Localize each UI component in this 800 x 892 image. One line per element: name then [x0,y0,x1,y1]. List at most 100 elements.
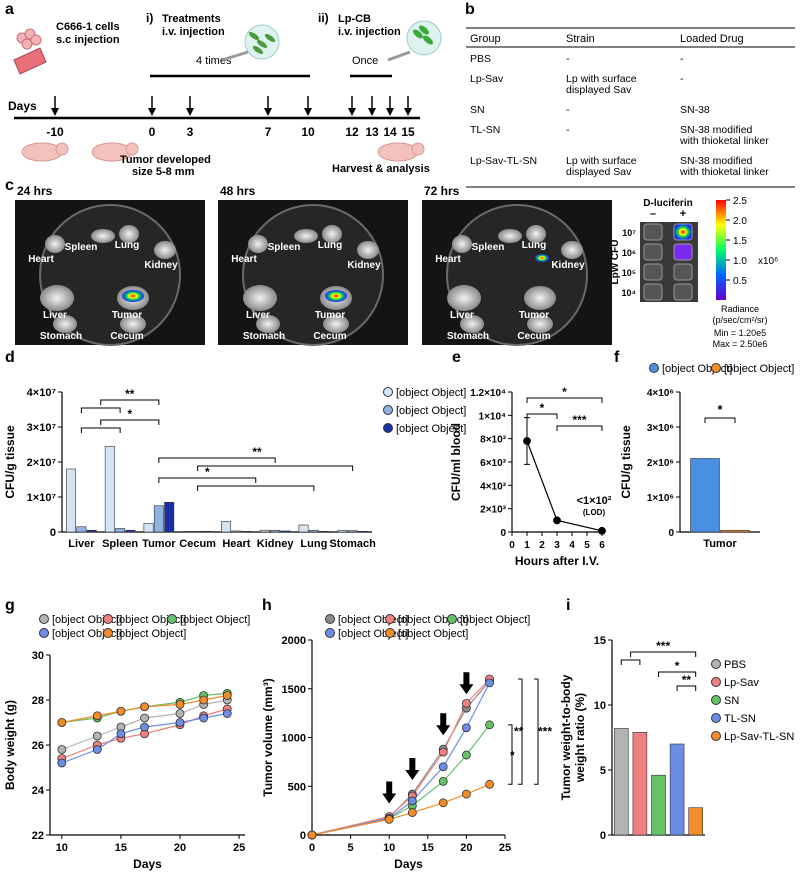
y-tick-label: 6×10³ [480,458,507,469]
significance-bracket [620,659,641,665]
point [461,698,471,708]
well [673,263,693,281]
organ-label: Cecum [517,331,550,342]
label: size 5-8 mm [132,166,195,178]
organ-label: Heart [28,254,54,265]
point [598,526,606,535]
table-cell: SN-38 [680,104,710,116]
point [175,709,185,718]
cell-icon [30,34,42,46]
x-tick-label: 15 [115,842,127,854]
bar [104,445,115,533]
x-tick-label: 1 [524,540,530,551]
bacteria [413,29,423,39]
y-tick-label: 2×10⁶ [647,458,674,469]
bar [280,530,291,533]
point [461,750,471,760]
organ [561,241,583,259]
row-label: 10⁷ [622,228,636,238]
significance-bracket [158,477,257,483]
colorbar-label: 1.5 [733,236,747,247]
day-label: 14 [383,125,397,139]
organ [294,229,318,243]
bar [308,529,319,533]
annotation: *** [656,639,670,653]
bar [164,501,175,533]
organ-label: Lung [318,240,342,251]
y-axis-label: CFU/g tissue [619,425,633,499]
legend-marker [383,405,393,415]
treatment-arrow [436,713,451,736]
significance-bracket [158,457,276,463]
arrow-head [404,108,412,116]
panel-label: c [5,177,14,194]
legend-label: [object Object] [396,423,466,435]
signal [122,290,144,302]
legend-label: SN [724,695,739,707]
organ [40,285,74,311]
legend-label: Lp-Sav [724,677,759,689]
label: i.v. injection [162,26,225,38]
legend-label: [object Object] [662,363,732,375]
table-cell: PBS [470,53,491,65]
point [553,516,561,525]
x-axis-label: Hours after I.V. [515,554,599,568]
x-tick-label: Kidney [257,538,295,550]
arrow-head [368,108,376,116]
annotation: (LOD) [583,508,606,517]
signal [535,254,549,262]
bar [298,524,309,533]
y-tick-label: 1×10⁷ [27,492,57,504]
organ [357,241,379,259]
day-label: 7 [265,125,272,139]
time-label: 48 hrs [220,184,256,198]
organ [447,285,481,311]
significance-bracket [556,425,603,431]
label: Min = 1.20e5 [714,328,766,338]
point [485,678,494,688]
signal [325,290,347,302]
significance-bracket [197,485,315,491]
table-cell: Lp-Sav [470,73,504,85]
y-axis-label: Tumor volume (mm³) [261,678,275,796]
mouse-head [55,142,69,156]
legend-label: [object Object] [398,628,468,640]
legend-label: [object Object] [180,614,250,626]
legend-marker [711,731,721,741]
day-label: 13 [365,125,379,139]
dish [446,204,588,346]
bar [632,731,648,836]
bar [231,530,242,533]
organ-label: Stomach [447,331,489,342]
point [485,720,494,730]
table-cell: Lp with surface [566,73,637,85]
table-cell: displayed Sav [566,166,632,178]
x-tick-label: 0 [509,540,515,551]
row-label: 10⁵ [622,268,636,278]
row-label: 10⁶ [622,248,636,258]
point [57,758,67,768]
label: x10⁶ [758,256,778,267]
table-cell: Lp-Sav-TL-SN [470,155,537,167]
label: LpW CFU [610,240,621,285]
y-tick-label: 3×10⁶ [647,423,674,434]
organ-label: Liver [450,310,474,321]
legend-label: TL-SN [724,713,756,725]
organ [323,315,349,333]
colorbar [716,200,726,300]
legend-marker [167,614,177,624]
table-header: Strain [566,33,595,45]
bar [357,530,368,533]
point [140,702,149,712]
organ-label: Cecum [110,331,143,342]
bar [688,807,703,836]
y-tick-label: 22 [32,830,44,842]
well [673,223,693,241]
table-cell: - [680,73,684,85]
table-cell: SN [470,104,485,116]
y-tick-label: 30 [32,650,44,662]
y-tick-label: 15 [594,635,606,647]
organ-label: Lung [115,240,139,251]
legend-marker [383,423,393,433]
